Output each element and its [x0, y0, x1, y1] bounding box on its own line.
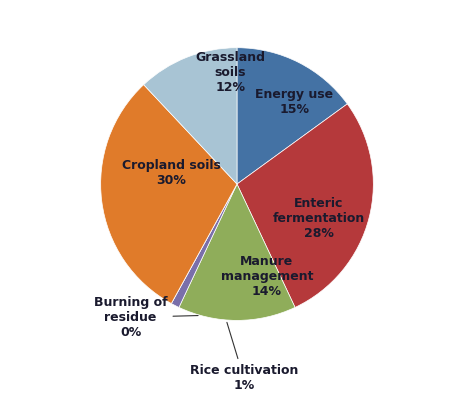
Text: Rice cultivation
1%: Rice cultivation 1% — [190, 322, 298, 392]
Wedge shape — [144, 48, 237, 184]
Text: Cropland soils
30%: Cropland soils 30% — [122, 159, 221, 187]
Text: Enteric
fermentation
28%: Enteric fermentation 28% — [273, 197, 365, 240]
Wedge shape — [237, 104, 374, 308]
Text: Grassland
soils
12%: Grassland soils 12% — [195, 51, 265, 94]
Text: Energy use
15%: Energy use 15% — [255, 88, 333, 116]
Wedge shape — [171, 184, 237, 308]
Wedge shape — [237, 48, 347, 184]
Text: Manure
management
14%: Manure management 14% — [221, 255, 313, 298]
Wedge shape — [100, 85, 237, 303]
Wedge shape — [171, 184, 237, 303]
Wedge shape — [179, 184, 295, 320]
Text: Burning of
residue
0%: Burning of residue 0% — [94, 296, 198, 339]
